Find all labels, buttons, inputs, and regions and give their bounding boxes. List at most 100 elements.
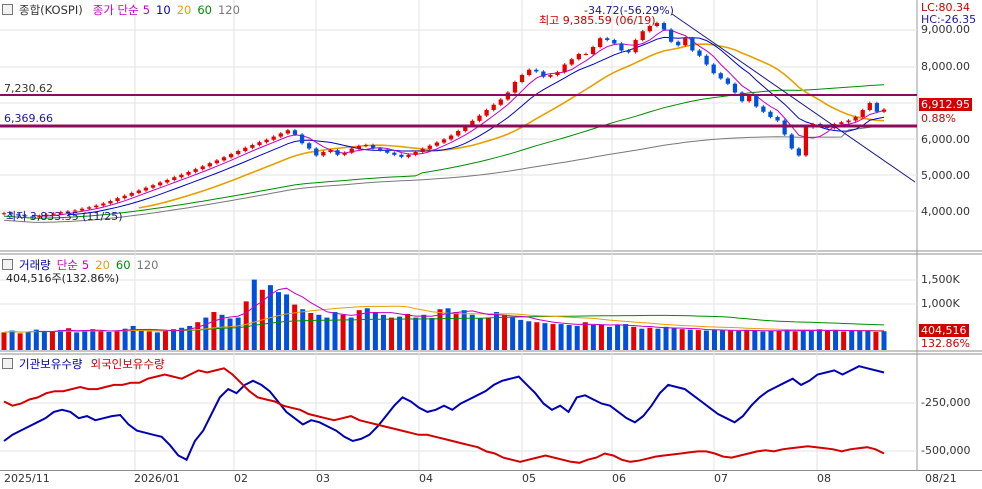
date-label: 07 — [714, 472, 728, 485]
volume-bar — [824, 331, 830, 350]
candle-body — [186, 171, 191, 175]
volume-bar — [348, 317, 354, 350]
candle-body — [448, 135, 454, 140]
candle-body — [342, 152, 347, 155]
volume-bar — [90, 329, 96, 350]
date-axis — [0, 470, 982, 489]
candle-body — [420, 148, 425, 152]
candle-body — [555, 72, 560, 75]
candle-body — [321, 152, 326, 156]
ma120-line — [3, 125, 885, 223]
candle-body — [548, 75, 553, 77]
volume-bar — [66, 328, 72, 350]
y-tick-5000: 5,000.00 — [921, 169, 970, 182]
candle-body — [115, 198, 120, 201]
candle-body — [37, 216, 42, 218]
candle-body — [1, 213, 7, 215]
volume-bar — [162, 330, 168, 350]
date-label: 2026/01 — [134, 472, 180, 485]
volume-bar — [453, 312, 459, 350]
candle-body — [143, 187, 149, 191]
volume-ma5-line — [36, 287, 884, 333]
hline-lower-label: 6,369.66 — [4, 112, 53, 125]
volume-bar — [590, 324, 596, 350]
volume-bar — [251, 279, 257, 350]
date-label: 04 — [419, 472, 433, 485]
volume-bar — [639, 328, 645, 350]
volume-bar — [179, 327, 185, 350]
volume-bar — [542, 323, 548, 350]
volume-value-box: 404,516 — [919, 324, 969, 337]
volume-bar — [873, 331, 879, 350]
candle-body — [264, 139, 269, 143]
candle-body — [285, 130, 290, 134]
candle-body — [87, 207, 92, 209]
volume-bar — [784, 329, 790, 350]
candle-body — [463, 126, 468, 131]
candle-body — [789, 134, 794, 149]
candle-body — [527, 69, 532, 75]
volume-bar — [49, 331, 55, 350]
date-label: 03 — [316, 472, 330, 485]
candle-body — [541, 71, 546, 77]
candle-body — [236, 150, 241, 155]
candle-body — [250, 145, 255, 148]
volume-bar — [768, 330, 774, 350]
volume-bar — [98, 330, 104, 350]
candle-body — [470, 120, 475, 127]
candle-body — [803, 127, 809, 156]
volume-bar — [308, 312, 314, 350]
candle-body — [200, 166, 205, 170]
ma20-label: 20 — [176, 3, 192, 17]
ma60-label: 60 — [197, 3, 212, 17]
candle-body — [747, 96, 752, 102]
volume-bar — [493, 312, 499, 350]
volume-bar — [792, 331, 798, 350]
candle-body — [193, 169, 198, 172]
panel-menu-icon[interactable] — [2, 4, 13, 15]
volume-bar — [9, 330, 15, 350]
candle-body — [846, 120, 851, 123]
volume-bar — [469, 314, 475, 350]
trend-line — [671, 13, 916, 183]
volume-tick-1000k: 1,000K — [921, 297, 960, 310]
volume-bar — [154, 332, 160, 350]
volume-menu-icon[interactable] — [2, 259, 13, 270]
volume-bar — [615, 324, 621, 350]
candle-body — [158, 182, 163, 186]
holdings-legend: 기관보유수량 외국인보유수량 — [2, 356, 171, 372]
y-tick-4000: 4,000.00 — [921, 205, 970, 218]
candle-body — [569, 59, 574, 65]
candle-body — [356, 146, 361, 149]
candle-body — [434, 142, 440, 146]
institution-holdings-line — [3, 365, 885, 462]
ma120-label: 120 — [217, 3, 240, 17]
candle-body — [392, 152, 397, 155]
candle-body — [299, 134, 305, 144]
candle-body — [491, 104, 496, 110]
candle-body — [697, 50, 702, 56]
date-label: 2025/11 — [4, 472, 50, 485]
ma5-line — [32, 29, 885, 217]
candle-body — [867, 103, 872, 110]
candle-body — [704, 55, 709, 65]
candle-body — [668, 29, 674, 42]
volume-bar — [17, 333, 23, 350]
volume-bar — [752, 330, 758, 350]
volume-bar — [776, 331, 782, 350]
volume-bar — [372, 312, 378, 350]
volume-bar — [461, 310, 467, 350]
candle-body — [385, 150, 390, 153]
volume-ma-label: 단순 — [56, 258, 78, 272]
volume-tick-1500k: 1,500K — [921, 273, 960, 286]
candle-body — [335, 150, 340, 155]
volume-bar — [663, 326, 669, 350]
volume-bar — [227, 318, 233, 350]
candle-body — [612, 40, 617, 44]
index-name: 종합(KOSPI) — [19, 3, 83, 17]
volume-bar — [340, 314, 346, 350]
holdings-menu-icon[interactable] — [2, 358, 13, 369]
candle-body — [761, 106, 766, 112]
